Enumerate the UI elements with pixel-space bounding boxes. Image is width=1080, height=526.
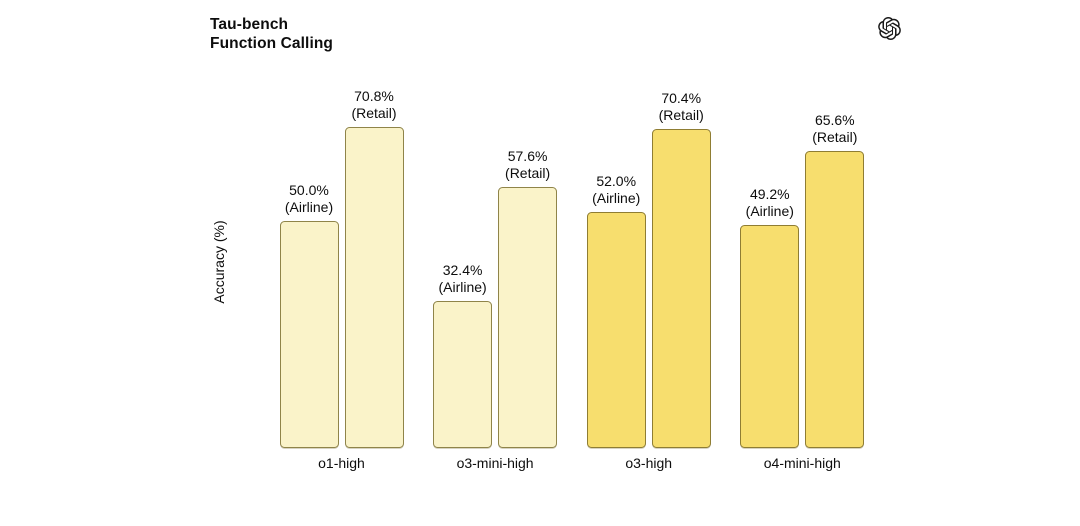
bar-value-percent: 32.4% [442,262,483,279]
bar-value-label-o3-high-retail: 70.4% (Retail) [611,90,751,124]
bar-o3-high-airline [586,212,646,448]
chart-title-line1: Tau-bench [210,16,289,33]
bar-value-label-o3-mini-high-retail: 57.6% (Retail) [458,148,598,182]
bar-value-label-o4-mini-high-airline: 49.2% (Airline) [700,186,840,220]
chart-title: Tau-bench Function Calling [210,15,333,53]
bar-o3-mini-high-retail [498,186,558,448]
x-tick-o3-high: o3-high [625,455,673,471]
bar-value-series: (Retail) [812,128,858,145]
bar-o1-high-airline [279,221,339,448]
bar-value-label-o4-mini-high-retail: 65.6% (Retail) [765,112,905,146]
bar-value-label-o3-mini-high-airline: 32.4% (Airline) [393,262,533,296]
bar-value-percent: 70.4% [661,89,702,106]
bar-value-series: (Retail) [658,106,704,123]
bar-value-percent: 49.2% [749,185,790,202]
x-tick-o3-mini-high: o3-mini-high [456,455,534,471]
bar-value-percent: 50.0% [289,182,329,199]
bar-o3-mini-high-airline [433,301,493,448]
openai-logo-icon [878,17,901,40]
x-tick-o4-mini-high: o4-mini-high [763,455,841,471]
bar-o3-high-retail [651,128,711,448]
chart-title-line2: Function Calling [210,35,334,52]
x-tick-o1-high: o1-high [318,455,365,471]
bar-value-percent: 57.6% [507,147,548,164]
bar-value-series: (Airline) [745,202,794,219]
bar-o1-high-retail [344,126,404,448]
bar-value-series: (Airline) [592,190,641,207]
bar-value-series: (Airline) [438,279,487,296]
bar-o4-mini-high-retail [805,150,865,448]
bar-o4-mini-high-airline [740,224,800,448]
bar-value-label-o3-high-airline: 52.0% (Airline) [546,173,686,207]
bar-value-percent: 70.8% [354,87,394,104]
bar-value-series: (Airline) [284,199,334,216]
bar-value-label-o1-high-airline: 50.0% (Airline) [239,182,379,216]
bar-value-label-o1-high-retail: 70.8% (Retail) [304,88,444,122]
bar-value-series: (Retail) [351,104,397,121]
bar-value-percent: 52.0% [596,173,637,190]
bar-value-series: (Retail) [505,164,551,181]
bar-value-percent: 65.6% [814,111,855,128]
